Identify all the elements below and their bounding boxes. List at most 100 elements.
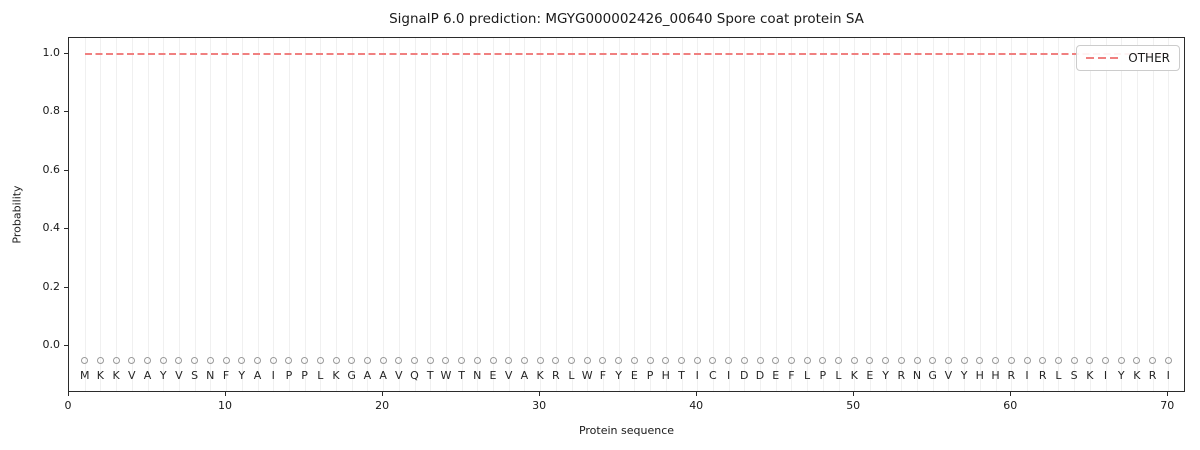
residue-marker	[992, 357, 999, 365]
x-tick-label: 20	[375, 399, 390, 412]
gridline	[712, 38, 714, 391]
x-tick-label: 50	[846, 399, 861, 412]
residue-letter: Y	[159, 369, 167, 382]
residue-letter: H	[661, 369, 670, 382]
residue-marker	[850, 357, 858, 365]
residue-marker	[913, 357, 921, 365]
residue-marker	[285, 357, 293, 365]
residue-letter: Y	[615, 369, 622, 382]
residue-letter: L	[1055, 369, 1062, 382]
y-tick-label: 0.2	[42, 279, 61, 293]
residue-marker	[112, 357, 120, 365]
residue-marker	[96, 357, 104, 365]
gridline	[273, 38, 275, 391]
residue-marker	[363, 357, 371, 365]
legend-label: OTHER	[1128, 51, 1170, 65]
residue-letter: R	[1148, 369, 1157, 382]
residue-letter: K	[850, 369, 858, 382]
gridline	[430, 38, 432, 391]
residue-letter: K	[96, 369, 104, 382]
residue-letter: F	[222, 369, 230, 382]
residue-marker	[1102, 357, 1109, 365]
gridline	[147, 38, 149, 391]
residue-marker	[348, 357, 356, 365]
residue-letter: W	[581, 369, 593, 382]
gridline	[964, 38, 966, 391]
gridline	[697, 38, 699, 391]
residue-letter: L	[317, 369, 324, 382]
gridline	[948, 38, 950, 391]
x-tick	[853, 392, 855, 396]
residue-letter: N	[912, 369, 922, 382]
y-tick-label: 0.6	[42, 162, 61, 176]
gridline	[555, 38, 557, 391]
residue-letter: F	[599, 369, 607, 382]
x-tick-label: 10	[218, 399, 232, 412]
gridline	[791, 38, 793, 391]
residue-letter: Q	[410, 369, 419, 382]
residue-letter: G	[928, 369, 937, 382]
residue-marker	[238, 357, 246, 365]
residue-marker	[426, 357, 434, 365]
gridline	[760, 38, 761, 391]
gridline	[665, 38, 667, 391]
gridline	[1089, 38, 1091, 391]
gridline	[367, 38, 369, 391]
residue-marker	[332, 357, 340, 365]
residue-marker	[693, 357, 701, 365]
gridline	[885, 38, 887, 391]
residue-letter: P	[285, 369, 293, 382]
gridline	[1011, 38, 1013, 391]
gridline	[131, 38, 133, 391]
gridline	[1042, 38, 1044, 391]
gridline	[854, 38, 856, 391]
residue-letter: A	[143, 369, 152, 382]
residue-letter: C	[709, 369, 717, 382]
gridline	[822, 38, 824, 391]
gridline	[1136, 38, 1138, 391]
residue-marker	[128, 357, 136, 365]
residue-marker	[819, 357, 827, 365]
residue-marker	[772, 357, 780, 365]
residue-marker	[1117, 357, 1125, 365]
gridline	[288, 38, 290, 391]
gridline	[524, 38, 526, 391]
residue-letter: N	[473, 369, 482, 382]
residue-marker	[678, 357, 685, 365]
residue-marker	[835, 357, 842, 365]
residue-letter: R	[1007, 369, 1016, 382]
residue-letter: P	[301, 369, 308, 382]
x-tick	[539, 392, 541, 396]
residue-letter: G	[347, 369, 356, 382]
residue-letter: Y	[238, 369, 246, 382]
gridline	[917, 38, 918, 391]
y-tick-label: 0.4	[42, 221, 61, 235]
residue-letter: E	[772, 369, 780, 382]
gridline	[241, 38, 243, 391]
gridline	[932, 38, 934, 391]
residue-letter: I	[726, 369, 731, 382]
residue-marker	[411, 357, 418, 365]
y-tick-label: 0.0	[42, 338, 61, 352]
residue-letter: V	[128, 369, 136, 382]
gridline	[634, 38, 636, 391]
residue-letter: R	[897, 369, 906, 382]
residue-marker	[568, 357, 575, 365]
residue-marker	[473, 357, 481, 365]
residue-marker	[1007, 357, 1015, 365]
residue-marker	[1149, 357, 1157, 365]
residue-letter: K	[536, 369, 544, 382]
x-tick-label: 70	[1160, 399, 1175, 412]
residue-marker	[1133, 357, 1141, 365]
residue-letter: T	[426, 369, 434, 382]
residue-marker	[787, 357, 795, 365]
residue-letter: H	[975, 369, 984, 382]
y-tick-label: 0.8	[42, 104, 61, 118]
residue-letter: L	[835, 369, 842, 382]
residue-marker	[489, 357, 497, 365]
gridline	[477, 38, 479, 391]
residue-letter: R	[1038, 369, 1047, 382]
residue-letter: I	[1103, 369, 1108, 382]
residue-letter: F	[788, 369, 795, 382]
